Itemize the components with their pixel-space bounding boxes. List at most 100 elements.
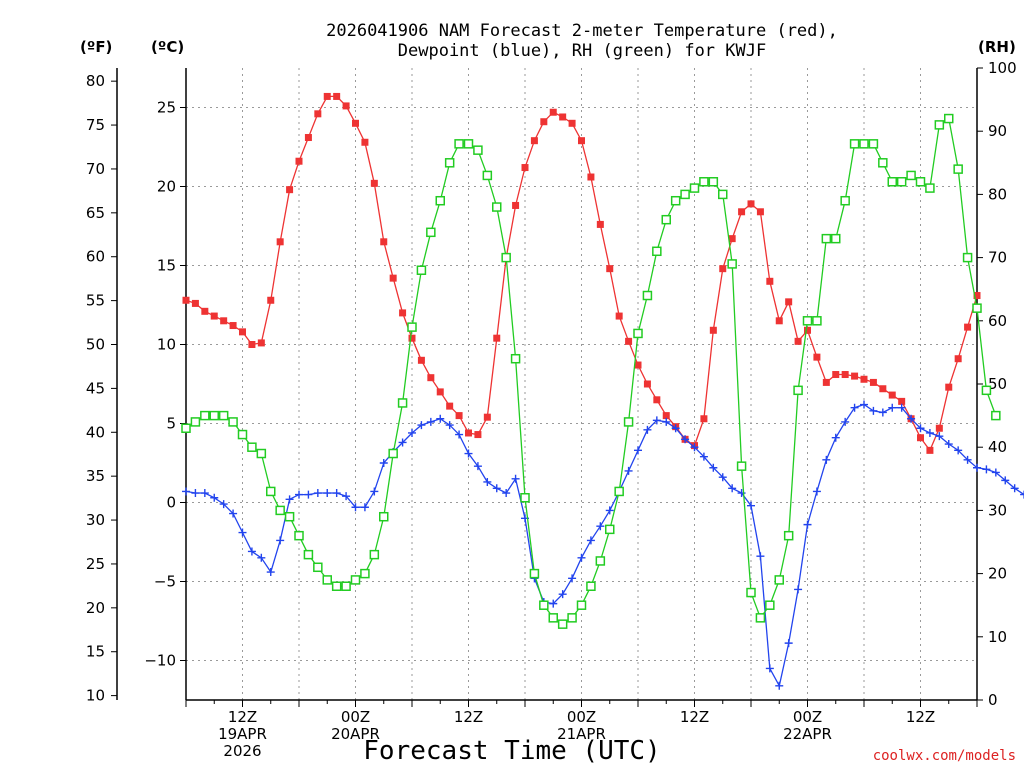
series-point <box>200 410 210 421</box>
time-tick-label: 00Z <box>567 708 596 726</box>
series-point <box>917 434 924 442</box>
series-point <box>417 356 425 364</box>
series-point <box>925 183 935 193</box>
series-point <box>181 423 191 433</box>
series-point <box>964 323 972 331</box>
series-line <box>185 117 997 625</box>
series-point <box>332 489 341 498</box>
series-point <box>568 119 576 127</box>
fahrenheit-axis: 10 15 20 25 30 35 40 45 50 55 60 65 70 75 80 <box>86 72 117 705</box>
series-point <box>944 113 954 124</box>
series-point <box>426 417 435 426</box>
rh-axis: 0 10 20 30 40 50 60 70 80 90 100 <box>977 59 1017 709</box>
series-point <box>973 463 981 472</box>
series-2 <box>181 113 1001 629</box>
series-point <box>473 462 482 471</box>
series-point <box>944 440 953 449</box>
series-point <box>973 292 981 300</box>
series-point <box>267 296 275 304</box>
series-point <box>860 400 868 409</box>
series-point <box>832 371 840 379</box>
series-point <box>812 487 821 496</box>
series-point <box>182 487 190 496</box>
series-point <box>304 134 312 142</box>
time-tick-label: 12Z <box>906 708 935 726</box>
series-point <box>210 493 219 502</box>
series-point <box>549 108 557 116</box>
series-point <box>822 455 831 464</box>
x-axis-label: Forecast Time (UTC) <box>363 736 660 766</box>
series-point <box>962 252 973 263</box>
series-point <box>182 296 190 304</box>
series-point <box>812 316 822 326</box>
series-point <box>360 503 369 512</box>
series-point <box>1001 476 1010 485</box>
series-point <box>907 414 916 423</box>
series-point <box>539 600 549 610</box>
series-point <box>972 303 982 313</box>
series-point <box>728 484 737 493</box>
series-point <box>634 361 642 369</box>
series-point <box>313 562 323 573</box>
series-point <box>408 334 416 342</box>
series-point <box>229 509 238 518</box>
series-point <box>559 113 567 121</box>
series-point <box>483 477 492 486</box>
series-point <box>314 110 322 118</box>
series-point <box>879 385 887 393</box>
series-point <box>860 375 868 383</box>
series-point <box>747 501 755 510</box>
series-point <box>953 164 963 174</box>
series-point <box>831 433 840 442</box>
series-point <box>756 208 764 216</box>
series-point <box>529 568 540 579</box>
rh-tick-label: 20 <box>988 565 1007 583</box>
series-point <box>699 452 708 461</box>
series-point <box>680 189 690 200</box>
series-point <box>492 202 502 212</box>
series-point <box>295 490 303 499</box>
time-tick-label: 12Z <box>228 708 257 726</box>
series-point <box>520 493 530 503</box>
series-point <box>398 438 407 447</box>
series-point <box>218 410 229 421</box>
series-point <box>689 183 700 193</box>
series-point <box>662 417 671 426</box>
series-point <box>463 139 474 149</box>
series-point <box>746 587 756 598</box>
series-point <box>841 417 850 426</box>
series-point <box>286 186 294 194</box>
series-point <box>633 328 643 339</box>
rh-tick-label: 0 <box>988 691 998 709</box>
series-point <box>709 326 717 334</box>
celsius-tick-label: 15 <box>157 257 176 275</box>
series-point <box>727 259 737 269</box>
series-point <box>304 490 313 499</box>
series-point <box>652 246 662 257</box>
series-point <box>915 177 926 187</box>
series-0 <box>182 92 981 454</box>
series-point <box>284 511 295 522</box>
series-point <box>276 238 284 246</box>
series-point <box>510 353 521 364</box>
fahrenheit-tick-label: 25 <box>86 555 105 573</box>
series-point <box>220 317 228 325</box>
series-point <box>926 446 934 454</box>
fahrenheit-tick-label: 75 <box>86 116 105 134</box>
rh-tick-label: 70 <box>988 249 1007 267</box>
series-point <box>774 575 784 585</box>
series-point <box>200 489 209 498</box>
series-point <box>256 448 267 459</box>
series-point <box>530 137 538 145</box>
series-point <box>755 613 766 623</box>
series-point <box>850 403 859 412</box>
series-point <box>229 322 237 330</box>
series-point <box>501 252 511 263</box>
time-tick-label: 00Z <box>793 708 822 726</box>
series-point <box>416 265 427 275</box>
series-point <box>322 575 332 585</box>
series-point <box>615 312 623 320</box>
series-point <box>379 459 388 467</box>
series-point <box>454 139 464 149</box>
